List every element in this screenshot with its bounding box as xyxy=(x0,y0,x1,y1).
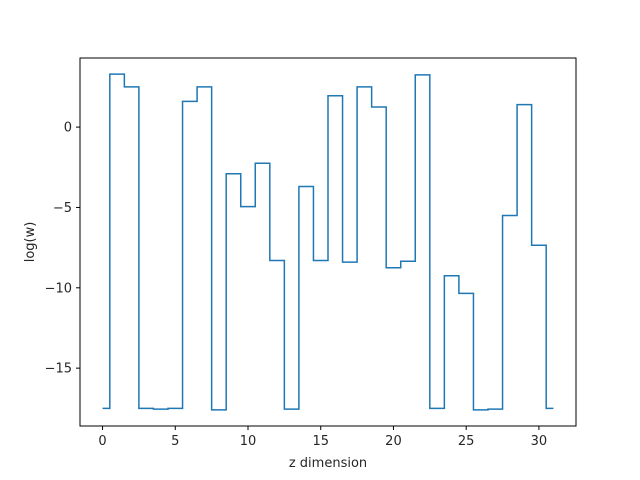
y-tick-label: −10 xyxy=(45,281,72,296)
y-tick-label: −15 xyxy=(45,362,72,377)
x-tick-label: 25 xyxy=(458,434,475,449)
series-line-0 xyxy=(102,73,554,411)
x-tick-label: 15 xyxy=(312,434,329,449)
x-tick-label: 20 xyxy=(385,434,402,449)
y-axis: 0 −5 −10 −15 xyxy=(45,121,80,377)
x-axis: 0 5 10 15 20 25 30 xyxy=(98,426,547,449)
y-axis-label: log(w) xyxy=(23,222,38,263)
x-tick-label: 10 xyxy=(240,434,257,449)
y-tick-label: 0 xyxy=(64,121,72,136)
x-tick-label: 5 xyxy=(171,434,179,449)
plot-marks xyxy=(102,73,554,411)
x-tick-label: 30 xyxy=(531,434,548,449)
plot-frame xyxy=(79,57,577,427)
y-tick-label: −5 xyxy=(53,201,72,216)
x-tick-label: 0 xyxy=(98,434,106,449)
x-axis-label: z dimension xyxy=(289,456,367,471)
